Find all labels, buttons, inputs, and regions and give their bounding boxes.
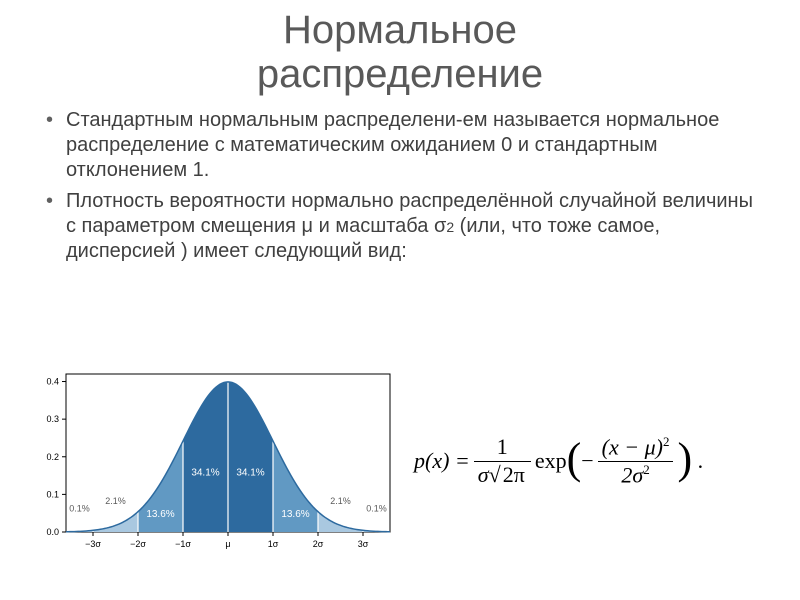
frac1-den: σ√2π bbox=[474, 462, 531, 488]
svg-text:0.1%: 0.1% bbox=[69, 503, 90, 513]
period: . bbox=[692, 448, 703, 474]
sigma: σ bbox=[478, 462, 489, 487]
pdf-formula: p(x) = 1 σ√2π exp ( − (x − μ)2 2σ2 ) . bbox=[398, 434, 800, 488]
chart-svg: 0.0 0.1 0.2 0.3 0.4 −3σ −2σ −1σ μ 1σ 2σ 3σ 0.1% 2.1% 1… bbox=[28, 366, 398, 556]
svg-text:13.6%: 13.6% bbox=[281, 509, 309, 520]
svg-text:0.1%: 0.1% bbox=[366, 503, 387, 513]
svg-text:0.4: 0.4 bbox=[46, 377, 59, 387]
sqrt-arg: 2π bbox=[501, 461, 527, 487]
bullet-item: Плотность вероятности нормально распреде… bbox=[44, 189, 756, 264]
frac2-den-sup: 2 bbox=[643, 462, 650, 477]
bullet-list: Стандартным нормальным распределени-ем н… bbox=[44, 108, 756, 264]
title-line-2: распределение bbox=[257, 52, 543, 96]
lower-row: 0.00.10.20.30.4−3σ−2σ−1σμ1σ2σ3σ0.1%2.1%1… bbox=[0, 356, 800, 566]
frac1-num: 1 bbox=[474, 434, 531, 461]
svg-text:34.1%: 34.1% bbox=[236, 468, 264, 479]
paren-close: ) bbox=[677, 437, 692, 481]
title-line-1: Нормальное bbox=[283, 8, 517, 52]
svg-text:3σ: 3σ bbox=[358, 539, 369, 549]
svg-text:0.1: 0.1 bbox=[46, 489, 59, 499]
frac2-num-sup: 2 bbox=[663, 434, 670, 449]
frac2-den-base: 2σ bbox=[621, 462, 643, 487]
frac2-num-base: (x − μ) bbox=[602, 434, 663, 459]
svg-text:−1σ: −1σ bbox=[175, 539, 191, 549]
formula-frac1: 1 σ√2π bbox=[474, 434, 531, 488]
paren-open: ( bbox=[567, 437, 582, 481]
svg-text:0.2: 0.2 bbox=[46, 452, 59, 462]
minus: − bbox=[581, 448, 593, 474]
page-title: Нормальное распределение bbox=[0, 0, 800, 96]
svg-text:−2σ: −2σ bbox=[130, 539, 146, 549]
bullet-text: Плотность вероятности нормально распреде… bbox=[66, 190, 753, 262]
period-dot: . bbox=[698, 448, 704, 473]
svg-text:0.3: 0.3 bbox=[46, 414, 59, 424]
svg-text:2.1%: 2.1% bbox=[330, 496, 351, 506]
formula-frac2: (x − μ)2 2σ2 bbox=[598, 434, 674, 488]
normal-distribution-chart: 0.0 0.1 0.2 0.3 0.4 −3σ −2σ −1σ μ 1σ 2σ 3σ 0.1% 2.1% 1… bbox=[28, 366, 398, 556]
svg-text:2.1%: 2.1% bbox=[105, 496, 126, 506]
svg-text:−3σ: −3σ bbox=[85, 539, 101, 549]
svg-text:13.6%: 13.6% bbox=[146, 509, 174, 520]
bullet-item: Стандартным нормальным распределени-ем н… bbox=[44, 108, 756, 183]
svg-text:0.0: 0.0 bbox=[46, 527, 59, 537]
svg-text:μ: μ bbox=[225, 539, 230, 549]
svg-text:34.1%: 34.1% bbox=[191, 468, 219, 479]
content: Стандартным нормальным распределени-ем н… bbox=[0, 96, 800, 264]
frac2-num: (x − μ)2 bbox=[598, 434, 674, 462]
formula-lhs: p(x) = bbox=[414, 448, 470, 474]
bullet-text: Стандартным нормальным распределени-ем н… bbox=[66, 109, 719, 181]
svg-text:1σ: 1σ bbox=[268, 539, 279, 549]
svg-text:2σ: 2σ bbox=[313, 539, 324, 549]
frac2-den: 2σ2 bbox=[598, 462, 674, 489]
sqrt: √2π bbox=[489, 462, 527, 488]
exp-text: exp bbox=[535, 448, 567, 474]
